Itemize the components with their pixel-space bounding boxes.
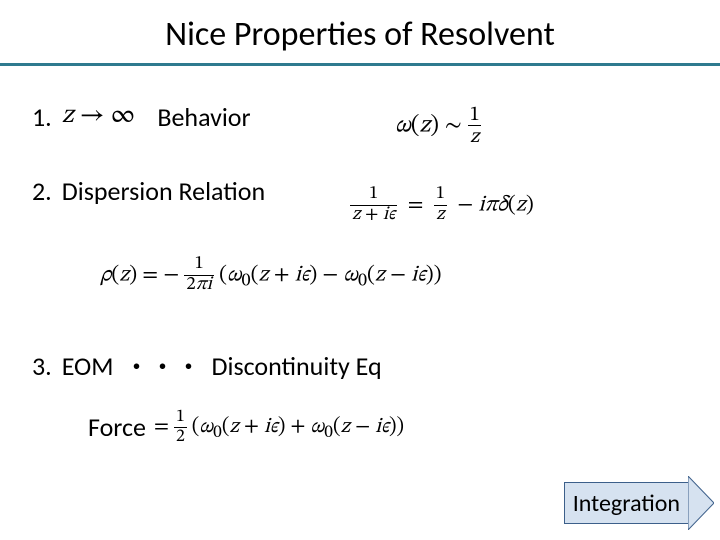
dispersion-formula: 1 z + iϵ = 1 z − iπδ(z) [350, 185, 534, 225]
frac-num: 1 [174, 408, 187, 427]
frac-num: 1 [193, 255, 206, 275]
item-number: 2. [32, 175, 52, 207]
rho-formula: ρ(z) = − 1 2πi (ω0(z + iϵ) − ω0(z − iϵ)) [100, 255, 442, 295]
eom-label: EOM [62, 350, 114, 382]
item-number: 1. [32, 101, 52, 133]
item-number: 3. [32, 350, 52, 382]
list-item-3: 3. EOM ・・・ Discontinuity Eq [32, 347, 688, 384]
integration-arrow: Integration [564, 480, 714, 526]
frac-num: 1 [434, 185, 447, 205]
force-formula: = 1 2 (ω0(z + iϵ) + ω0(z − iϵ)) [154, 408, 404, 446]
frac-num: 1 [468, 104, 482, 125]
equals: = [154, 416, 174, 437]
behavior-label: Behavior [157, 101, 250, 133]
frac-den: z [468, 125, 481, 147]
page-title: Nice Properties of Resolvent [0, 0, 720, 61]
frac-den: 2πi [184, 275, 214, 296]
force-row: Force = 1 2 (ω0(z + iϵ) + ω0(z − iϵ)) [88, 408, 688, 446]
force-label: Force [88, 411, 146, 443]
dispersion-label: Dispersion Relation [62, 175, 265, 207]
frac-den: z [434, 205, 447, 226]
title-rule [0, 63, 720, 66]
omega-asymptotic: ω(z) ∼ 1 z [395, 104, 482, 148]
one-half: 1 2 [174, 408, 187, 446]
arrow-head-icon [688, 476, 714, 530]
frac-den: z + iϵ [350, 205, 397, 226]
discontinuity-label: Discontinuity Eq [212, 350, 382, 382]
list-item-1: 1. z → ∞ Behavior [32, 100, 688, 133]
z-to-infinity: z → ∞ [62, 100, 136, 133]
arrow-label: Integration [564, 482, 688, 524]
frac-den: 2 [174, 427, 187, 447]
force-tail: (ω0(z + iϵ) + ω0(z − iϵ)) [192, 416, 404, 437]
dots: ・・・ [123, 347, 201, 384]
frac-num: 1 [367, 185, 380, 205]
